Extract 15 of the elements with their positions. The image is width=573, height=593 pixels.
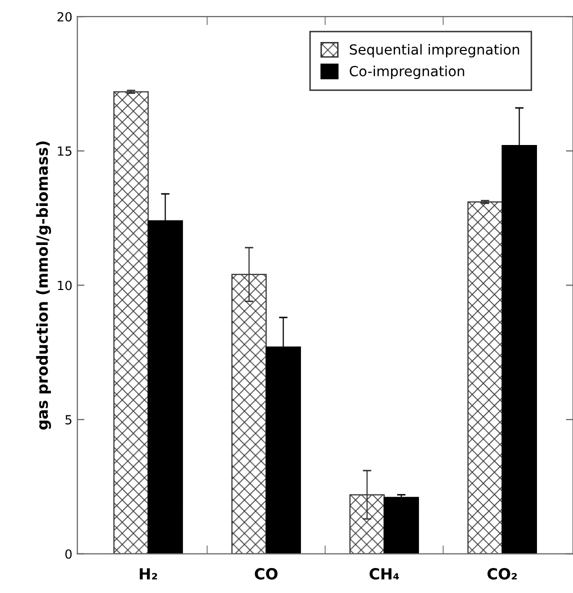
y-tick-label: 5 xyxy=(66,415,72,424)
y-axis-title: gas production (mmol/g-biomass) xyxy=(36,141,52,430)
x-tick-label: CO xyxy=(254,568,278,580)
y-tick-label: 20 xyxy=(58,12,72,22)
x-tick-label: CH₄ xyxy=(370,568,399,580)
x-tick-label: CO₂ xyxy=(488,568,517,580)
y-tick-label: 10 xyxy=(58,280,72,290)
bar xyxy=(113,91,149,554)
y-tick-label: 15 xyxy=(58,146,72,156)
bar xyxy=(384,496,419,554)
legend-label: Co-impregnation xyxy=(350,66,464,80)
y-tick-label: 0 xyxy=(65,549,72,559)
legend-label: Sequential impregnation xyxy=(350,44,520,58)
x-tick-label: H₂ xyxy=(140,568,158,580)
bar xyxy=(467,201,503,554)
